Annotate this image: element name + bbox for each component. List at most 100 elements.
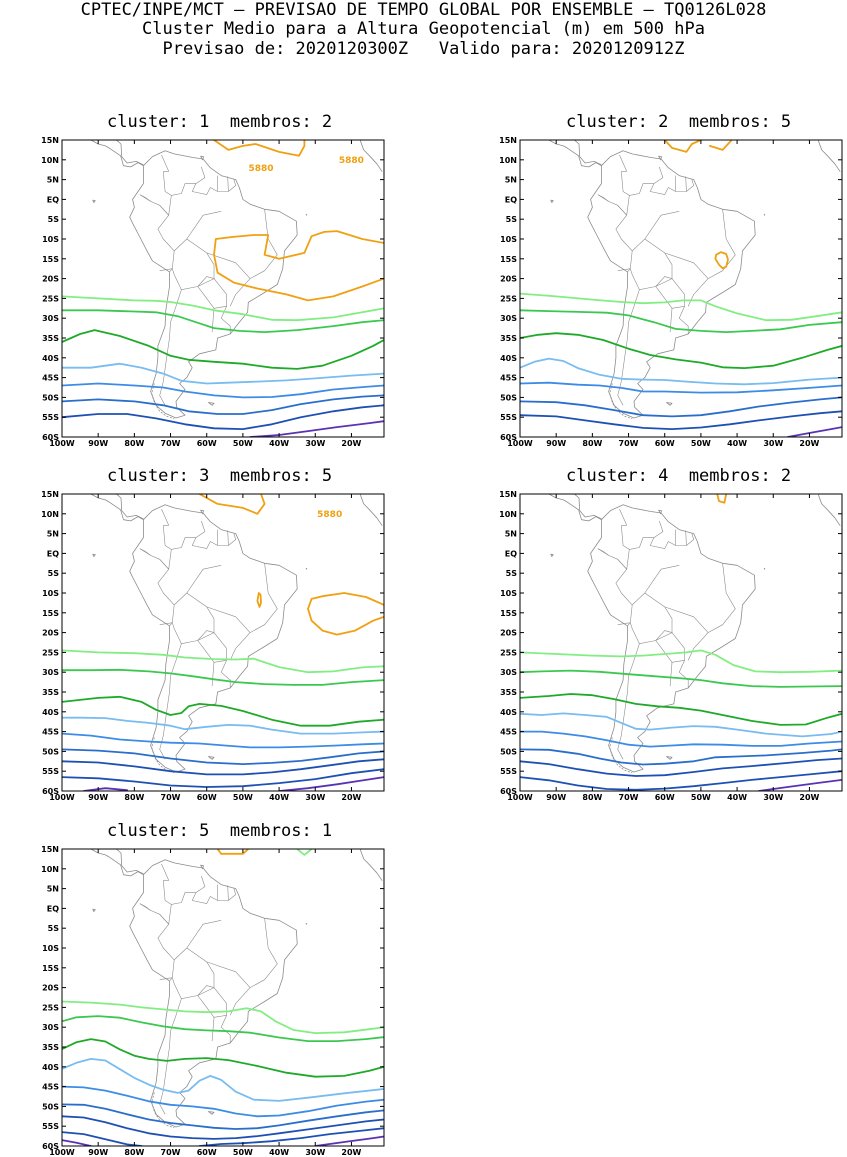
lat-label: 5S: [48, 569, 60, 578]
contours: [520, 140, 842, 437]
latitude-axis: 15N 10N 5N EQ 5S 10S 15S 20S 25S 30S 35S 40S 45S 50S 5…: [499, 490, 842, 796]
lon-label: 50W: [233, 1148, 253, 1157]
country-border: [617, 559, 627, 570]
country-border: [685, 530, 687, 546]
contour-5880: [663, 140, 702, 153]
country-border: [168, 520, 206, 570]
country-border: [664, 606, 709, 633]
country-border: [191, 533, 236, 549]
contour-5300: [520, 410, 842, 430]
contour-5840: [62, 649, 384, 674]
contour-labels: 5880588058805840584058005800570057005600…: [64, 60, 365, 174]
lat-label: 15S: [500, 255, 517, 264]
lon-label: 40W: [269, 439, 289, 448]
contour-label-5840: 5840: [699, 97, 724, 107]
country-border: [655, 632, 685, 663]
lat-label: 25S: [500, 294, 517, 303]
contour-5200: [278, 776, 384, 791]
country-border: [191, 888, 236, 904]
lon-label: 90W: [546, 439, 566, 448]
central-america-coast: [101, 494, 144, 520]
contour-5800: [62, 1015, 384, 1042]
lat-label: 25S: [42, 294, 59, 303]
contour-5300: [62, 768, 384, 788]
lat-label: 15N: [41, 136, 59, 145]
map-panel-cluster-1: 5880588058805840584058005800570057005600…: [41, 136, 385, 448]
lat-label: 15S: [42, 964, 59, 973]
country-border: [169, 622, 173, 627]
island: [208, 402, 215, 406]
lat-label: 25S: [42, 1003, 59, 1012]
contour-label-5880: 5880: [317, 510, 342, 520]
lon-label: 60W: [197, 439, 217, 448]
island: [92, 553, 96, 557]
central-america-coast: [547, 140, 602, 168]
lat-label: 30S: [500, 668, 517, 677]
contour-label-bg: [74, 60, 101, 70]
contour-5880: [716, 494, 728, 504]
contour-5300: [62, 1115, 384, 1140]
country-border: [664, 252, 709, 279]
lat-label: 10S: [42, 944, 59, 953]
country-border: [220, 660, 231, 688]
lon-label: 30W: [305, 439, 325, 448]
lon-label: 100W: [507, 439, 533, 448]
island: [208, 756, 215, 760]
lat-label: 45S: [42, 374, 59, 383]
longitude-axis: 100W 90W 80W 70W 60W 50W 40W 30W 20W: [507, 494, 820, 802]
lat-label: EQ: [505, 195, 517, 204]
contour-5840: [62, 295, 384, 322]
island: [658, 155, 662, 161]
country-border: [159, 914, 169, 925]
island: [666, 756, 673, 760]
contour-5300: [62, 404, 384, 430]
country-border: [249, 563, 278, 633]
country-border: [161, 508, 172, 550]
lat-label: 55S: [500, 413, 517, 422]
lat-label: 60S: [500, 433, 517, 442]
lon-label: 90W: [88, 793, 108, 802]
contour-5300: [520, 757, 842, 777]
lon-label: 100W: [49, 439, 75, 448]
country-border: [229, 278, 251, 307]
island: [763, 214, 766, 216]
lon-label: 30W: [305, 793, 325, 802]
country-border: [597, 548, 633, 625]
contour-label-5880: 5880: [252, 97, 277, 107]
lat-label: 50S: [500, 393, 517, 402]
contour-5800: [520, 669, 842, 688]
country-border: [169, 977, 173, 982]
contour-label-bg: [731, 62, 758, 72]
contour-5700: [62, 1038, 384, 1078]
lon-label: 40W: [269, 793, 289, 802]
country-border: [229, 632, 251, 661]
africa-coast: [360, 495, 383, 526]
lat-label: 55S: [42, 767, 59, 776]
lat-label: 20S: [500, 629, 517, 638]
country-border: [687, 278, 709, 307]
country-border: [227, 176, 229, 192]
lon-label: 30W: [305, 1148, 325, 1157]
country-border: [249, 209, 278, 279]
lat-label: 5N: [47, 176, 59, 185]
lat-label: 10S: [42, 589, 59, 598]
header-line-3: Previsao de: 2020120300Z Valido para: 20…: [162, 39, 685, 59]
panel-title-cluster-1: cluster: 1 membros: 2: [107, 112, 333, 132]
country-border: [630, 238, 673, 290]
contour-label-5800: 5800: [522, 83, 547, 93]
country-border: [685, 176, 687, 192]
contour-label-5800: 5800: [64, 83, 89, 93]
country-border: [649, 179, 694, 195]
country-border: [197, 985, 215, 996]
country-border: [139, 548, 151, 556]
central-america-coast: [559, 140, 602, 166]
lat-label: 45S: [42, 1083, 59, 1092]
lon-label: 100W: [507, 793, 533, 802]
lon-label: 60W: [655, 793, 675, 802]
country-border: [186, 211, 222, 240]
island: [200, 864, 204, 870]
latitude-axis: 15N 10N 5N EQ 5S 10S 15S 20S 25S 30S 35S 40S 45S 50S 5…: [41, 490, 384, 796]
lon-label: 40W: [269, 1148, 289, 1157]
contour-5700: [62, 329, 384, 370]
lon-label: 60W: [197, 793, 217, 802]
